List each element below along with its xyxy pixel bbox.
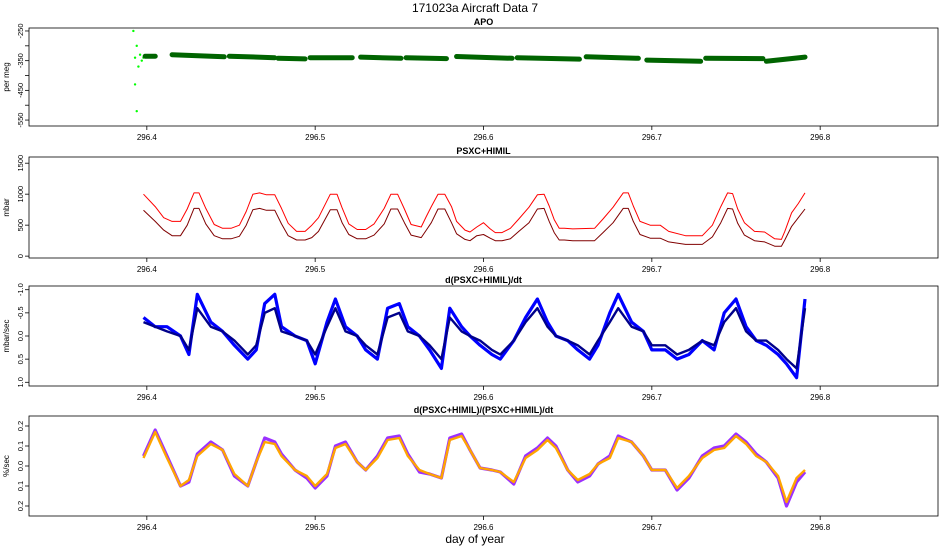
x-tick-label: 296.4 [137, 265, 158, 274]
y-tick-label: 0.0 [16, 461, 25, 471]
panel-ylabel: mbar [2, 198, 11, 217]
figure-xlabel: day of year [445, 532, 504, 546]
x-tick-label: 296.5 [305, 393, 326, 402]
y-tick-label: 0.0 [16, 331, 25, 341]
plot-area [142, 428, 807, 508]
series-smoothed-line [143, 307, 807, 370]
panel-ylabel: mbar/sec [2, 320, 11, 353]
x-tick-label: 296.7 [642, 393, 663, 402]
panel-frame [28, 27, 939, 127]
series-raw-point [138, 53, 142, 56]
x-tick-label: 296.7 [642, 133, 663, 142]
panels-group: APO per meg 296.4 296.5 296.6 296.7 296.8 -250 -… [2, 17, 939, 532]
series-smoothed-segment [514, 55, 582, 62]
y-tick-label: 0.5 [16, 354, 25, 364]
panel-title: PSXC+HIMIL [456, 146, 511, 156]
panel-1: APO per meg 296.4 296.5 296.6 296.7 296.8 -250 -… [2, 17, 939, 142]
x-tick-label: 296.6 [473, 523, 494, 532]
series-smoothed-line [142, 430, 806, 504]
series-raw-point [137, 65, 140, 68]
panel-frame [28, 156, 939, 259]
y-tick-label: -250 [16, 23, 25, 38]
series-smoothed-segment [763, 54, 808, 64]
plot-area [143, 192, 806, 247]
plot-area [132, 29, 808, 113]
panel-title: d(PSXC+HIMIL)/dt [445, 275, 522, 285]
y-tick-label: 0 [16, 254, 25, 258]
y-tick-label: 0.1 [16, 441, 25, 451]
series-smoothed-segment [169, 52, 227, 60]
y-tick-label: 0.1 [16, 481, 25, 491]
series-raw-point [132, 29, 135, 33]
x-tick-label: 296.6 [473, 133, 494, 142]
series-raw-point [140, 59, 143, 62]
y-tick-label: -450 [16, 83, 25, 98]
x-tick-label: 296.4 [137, 393, 158, 402]
x-tick-label: 296.8 [810, 523, 831, 532]
series-smoothed-segment [454, 54, 515, 61]
y-tick-label: 500 [16, 219, 25, 232]
y-tick-label: 0.2 [16, 501, 25, 511]
series-smoothed-segment [583, 54, 641, 61]
y-tick-label: 0.2 [16, 421, 25, 431]
x-tick-label: 296.8 [810, 265, 831, 274]
x-tick-label: 296.7 [642, 265, 663, 274]
series-raw-point [135, 109, 138, 113]
x-tick-label: 296.8 [810, 393, 831, 402]
y-tick-label: 1000 [16, 186, 25, 203]
series-raw-point [133, 83, 137, 86]
panel-3: d(PSXC+HIMIL)/dt mbar/sec 296.4 296.5 296.6 2… [2, 275, 939, 402]
series-smoothed-segment [275, 55, 308, 62]
series-smoothed-segment [358, 54, 404, 61]
panel-title: APO [474, 17, 494, 27]
x-tick-label: 296.5 [305, 523, 326, 532]
series-smoothed-segment [226, 53, 278, 61]
y-tick-label: -1.0 [16, 283, 25, 296]
panel-frame [28, 415, 939, 517]
plot-area [142, 292, 807, 380]
panel-frame [28, 285, 939, 387]
figure-title: 171023a Aircraft Data 7 [412, 1, 538, 15]
series-smoothed-segment [644, 57, 704, 64]
panel-2: PSXC+HIMIL mbar 296.4 296.5 296.6 296.7 296.8 0… [2, 146, 939, 274]
panel-title: d(PSXC+HIMIL)/(PSXC+HIMIL)/dt [414, 405, 554, 415]
x-tick-label: 296.8 [810, 133, 831, 142]
x-tick-label: 296.5 [305, 133, 326, 142]
y-tick-label: -550 [16, 113, 25, 128]
y-tick-label: 1500 [16, 155, 25, 172]
x-tick-label: 296.4 [137, 523, 158, 532]
x-tick-label: 296.6 [473, 265, 494, 274]
series-smoothed-segment [403, 55, 449, 62]
series-PSXC+HIMIL-line [143, 192, 806, 240]
series-raw-point [133, 56, 137, 59]
y-tick-label: -0.5 [16, 306, 25, 319]
x-tick-label: 296.6 [473, 393, 494, 402]
series-raw-point [135, 44, 138, 48]
series-PSXC-line [143, 207, 806, 247]
panel-ylabel: per meg [2, 62, 11, 91]
x-tick-label: 296.5 [305, 265, 326, 274]
y-tick-label: 1.0 [16, 377, 25, 387]
panel-4: d(PSXC+HIMIL)/(PSXC+HIMIL)/dt %/sec 296.4 2… [2, 405, 939, 532]
x-tick-label: 296.4 [137, 133, 158, 142]
x-tick-label: 296.7 [642, 523, 663, 532]
y-tick-label: -350 [16, 53, 25, 68]
panel-ylabel: %/sec [2, 455, 11, 477]
